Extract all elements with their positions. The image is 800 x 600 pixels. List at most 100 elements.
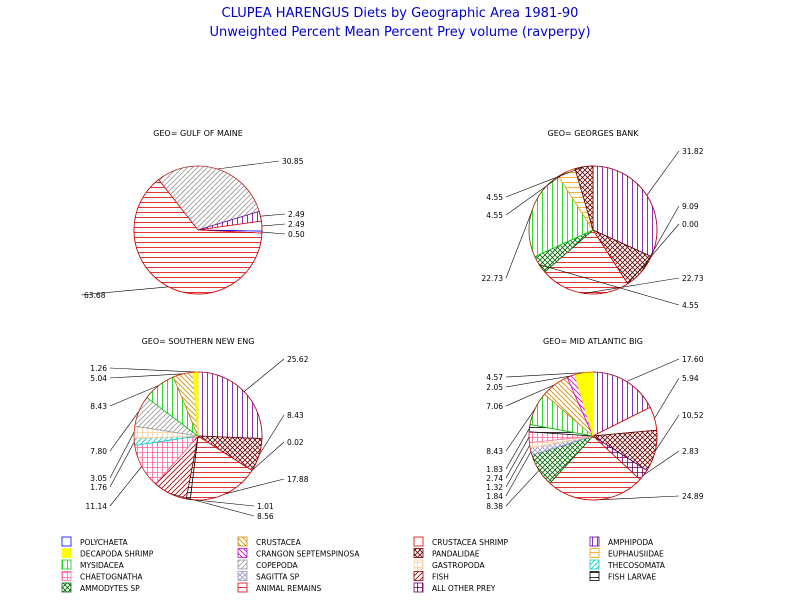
legend-label: ALL OTHER PREY (432, 584, 496, 593)
legend-label: CHAETOGNATHA (80, 573, 143, 582)
data-label: 4.55 (682, 301, 699, 310)
data-label: 2.49 (288, 220, 305, 229)
legend-item-amphipoda: AMPHIPODA (589, 536, 654, 547)
leader-line (261, 223, 286, 227)
data-label: 5.04 (90, 374, 107, 383)
leader-line (505, 445, 530, 488)
leader-line (109, 441, 135, 488)
leader-line (646, 150, 680, 196)
legend: POLYCHAETA DECAPODA SHRIMP MYSIDACEA CHAETO… (61, 536, 666, 593)
leader-line (626, 358, 680, 382)
panel-title: GEO= MID ATLANTIC BIG (543, 337, 643, 346)
leader-line (505, 375, 572, 388)
legend-label: ANIMAL REMAINS (256, 584, 321, 593)
chart-title: CLUPEA HARENGUS Diets by Geographic Area… (222, 6, 579, 21)
legend-label: POLYCHAETA (80, 538, 129, 547)
leader-line (109, 410, 140, 452)
legend-item-all-other-prey: ALL OTHER PREY (413, 582, 496, 593)
leader-line (627, 223, 680, 284)
data-label: 22.73 (682, 274, 704, 283)
legend-label: AMMODYTES SP (80, 584, 140, 593)
data-label: 3.05 (90, 474, 107, 483)
leader-line (643, 450, 680, 476)
legend-swatch (589, 548, 600, 558)
pie-outline (528, 165, 658, 295)
leader-line (109, 385, 159, 407)
data-label: 24.89 (682, 492, 704, 501)
legend-label: CRUSTACEA (256, 538, 302, 547)
legend-item-thecosomata: THECOSOMATA (589, 559, 666, 570)
legend-label: GASTROPODA (432, 561, 485, 570)
data-label: 25.62 (287, 355, 309, 364)
pie-outline (528, 371, 658, 501)
legend-swatch (589, 536, 600, 547)
leader-line (505, 372, 584, 378)
pie-panel-geo-georges-bank: GEO= GEORGES BANK 31.82 9.09 0.00 22.73 4.55 2… (482, 129, 704, 310)
legend-item-fish-larvae: FISH LARVAE (589, 571, 656, 582)
leader-line (505, 427, 530, 470)
leader-line (243, 358, 285, 392)
legend-item-mysidacea: MYSIDACEA (61, 559, 125, 570)
data-label: 4.57 (486, 373, 503, 382)
legend-swatch (237, 582, 248, 593)
legend-label: DECAPODA SHRIMP (80, 550, 154, 559)
leader-line (261, 231, 286, 235)
legend-swatch (237, 571, 248, 581)
leader-line (109, 432, 135, 479)
legend-item-gastropoda: GASTROPODA (413, 559, 485, 570)
leader-line (654, 377, 680, 419)
legend-label: AMPHIPODA (608, 538, 654, 547)
leader-line (505, 171, 567, 216)
legend-item-crustacea-shrimp: CRUSTACEA SHRIMP (413, 536, 508, 547)
data-label: 2.05 (486, 383, 503, 392)
legend-label: EUPHAUSIIDAE (608, 550, 664, 559)
data-label: 17.60 (682, 355, 704, 364)
panel-title: GEO= GULF OF MAINE (153, 129, 243, 138)
legend-item-euphausiidae: EUPHAUSIIDAE (589, 548, 664, 559)
leader-line (169, 493, 255, 517)
legend-swatch (61, 571, 72, 581)
leader-line (505, 166, 585, 198)
legend-item-sagitta-sp: SAGITTA SP (237, 571, 300, 582)
data-label: 0.02 (287, 438, 304, 447)
leader-line (505, 470, 540, 507)
data-label: 8.43 (486, 447, 503, 456)
leader-line (251, 441, 285, 471)
data-label: 0.00 (682, 220, 699, 229)
leader-line (505, 384, 556, 407)
data-label: 4.55 (486, 193, 503, 202)
legend-label: COPEPODA (256, 561, 298, 570)
legend-item-animal-remains: ANIMAL REMAINS (237, 582, 321, 593)
data-label: 7.06 (486, 402, 503, 411)
legend-swatch (237, 559, 248, 570)
legend-swatch (413, 536, 424, 547)
leader-line (654, 414, 680, 452)
leader-line (505, 408, 536, 452)
data-label: 11.14 (86, 502, 108, 511)
legend-swatch (237, 536, 248, 547)
data-label: 1.84 (486, 492, 503, 501)
leader-line (109, 466, 142, 507)
data-label: 63.68 (84, 291, 106, 300)
data-label: 31.82 (682, 147, 704, 156)
legend-swatch (61, 582, 72, 593)
legend-label: CRANGON SEPTEMSPINOSA (256, 550, 360, 559)
data-label: 1.01 (257, 502, 274, 511)
data-label: 1.32 (486, 483, 503, 492)
legend-item-decapoda-shrimp: DECAPODA SHRIMP (61, 548, 154, 559)
data-label: 8.38 (486, 502, 503, 511)
legend-item-pandalidae: PANDALIDAE (413, 548, 480, 559)
leader-line (641, 205, 680, 273)
legend-swatch (413, 571, 424, 581)
data-label: 9.09 (682, 202, 699, 211)
legend-item-fish: FISH (413, 571, 449, 582)
legend-swatch (589, 571, 600, 581)
pie-outline (133, 165, 263, 295)
legend-swatch (413, 548, 424, 558)
pie-panel-geo-mid-atlantic-big: GEO= MID ATLANTIC BIG 17.60 5.94 10.52 2.83 2… (486, 337, 703, 511)
data-label: 1.26 (90, 364, 107, 373)
legend-label: CRUSTACEA SHRIMP (432, 538, 508, 547)
legend-label: FISH (432, 573, 449, 582)
leader-line (595, 495, 680, 501)
